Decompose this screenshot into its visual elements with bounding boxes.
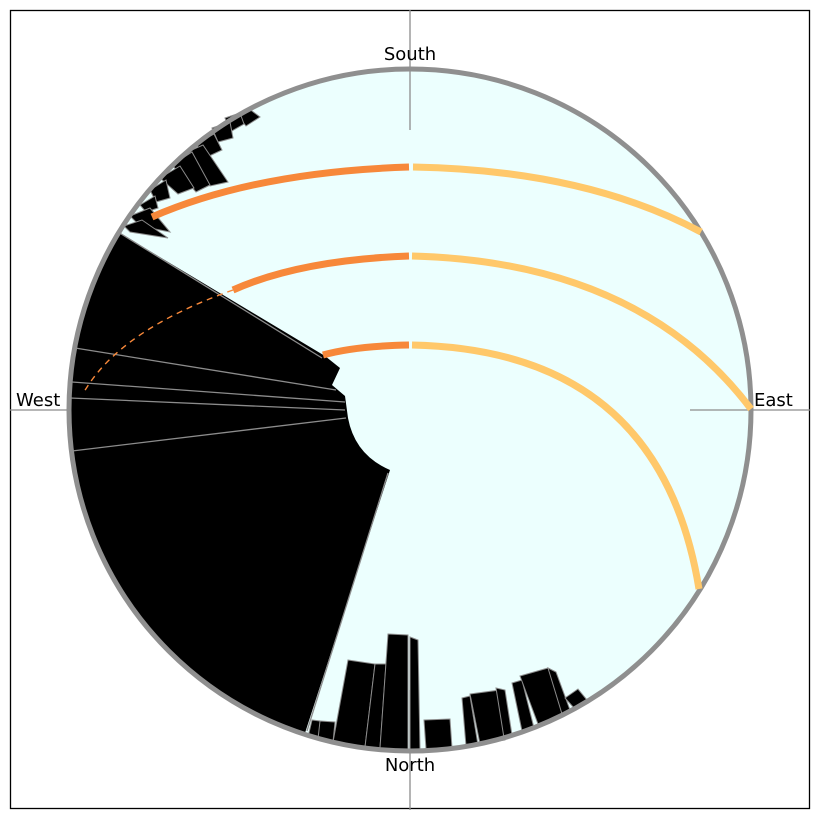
sun-paths — [83, 163, 754, 590]
sun-path-1-afternoon — [150, 163, 410, 221]
label-south: South — [384, 44, 436, 65]
terrain-obstruction-west — [69, 232, 390, 733]
label-east: East — [754, 390, 793, 411]
obstruction-blocks-upper-left — [123, 107, 261, 239]
sun-path-2-afternoon — [231, 252, 410, 294]
sun-path-3-afternoon — [322, 341, 410, 359]
sun-path-1-morning — [412, 163, 703, 236]
obstruction-bars-north — [307, 633, 588, 751]
sun-path-2-shaded — [83, 289, 234, 393]
horizon-ring — [66, 66, 754, 754]
label-west: West — [16, 390, 60, 411]
sun-path-2-morning — [411, 252, 754, 412]
obstruction-seams — [69, 231, 389, 732]
sun-path-3-morning — [411, 341, 703, 590]
label-north: North — [385, 755, 435, 776]
